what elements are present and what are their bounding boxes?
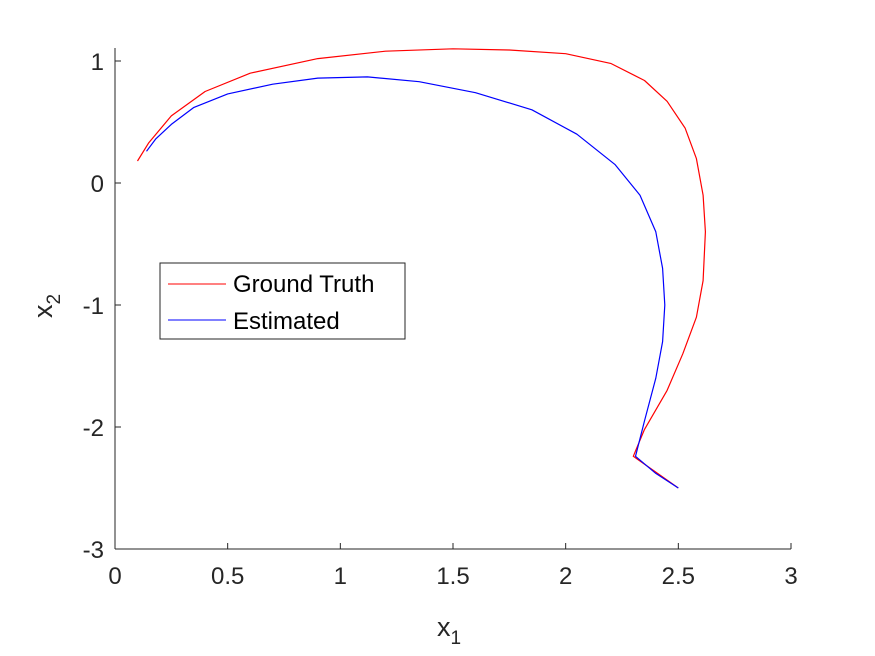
x-axis-label-subscript: 1 xyxy=(451,628,462,649)
series-layer xyxy=(136,48,707,489)
legend-label-estimated: Estimated xyxy=(233,308,340,335)
y-axis-label-main: x xyxy=(28,304,58,318)
plot-area: 0 0.5 1 1.5 2 2.5 3 -3 -2 -1 0 1 xyxy=(83,48,798,590)
y-axis-label-subscript: 2 xyxy=(44,294,65,305)
y-axis-label: x2 xyxy=(28,294,65,318)
x-axis-label-main: x xyxy=(437,612,451,642)
x-tick-label: 0.5 xyxy=(211,563,244,590)
y-tick-label: -2 xyxy=(83,415,104,442)
legend: Ground Truth Estimated xyxy=(159,262,406,340)
legend-box xyxy=(159,262,406,340)
y-tick-label: -1 xyxy=(83,293,104,320)
x-tick-label: 3 xyxy=(784,563,797,590)
series-line-estimated xyxy=(146,76,679,489)
y-tick-label: 1 xyxy=(91,49,104,76)
y-tick-label: 0 xyxy=(91,171,104,198)
x-tick-label: 1.5 xyxy=(436,563,469,590)
x-ticks: 0 0.5 1 1.5 2 2.5 3 xyxy=(108,543,798,590)
x-axis-label: x1 xyxy=(437,612,461,649)
y-ticks: -3 -2 -1 0 1 xyxy=(83,49,121,564)
legend-label-ground-truth: Ground Truth xyxy=(233,271,374,298)
x-tick-label: 1 xyxy=(334,563,347,590)
x-tick-label: 2 xyxy=(559,563,572,590)
series-line-ground-truth xyxy=(136,48,707,489)
y-tick-label: -3 xyxy=(83,537,104,564)
x-tick-label: 2.5 xyxy=(662,563,695,590)
x-tick-label: 0 xyxy=(108,563,121,590)
